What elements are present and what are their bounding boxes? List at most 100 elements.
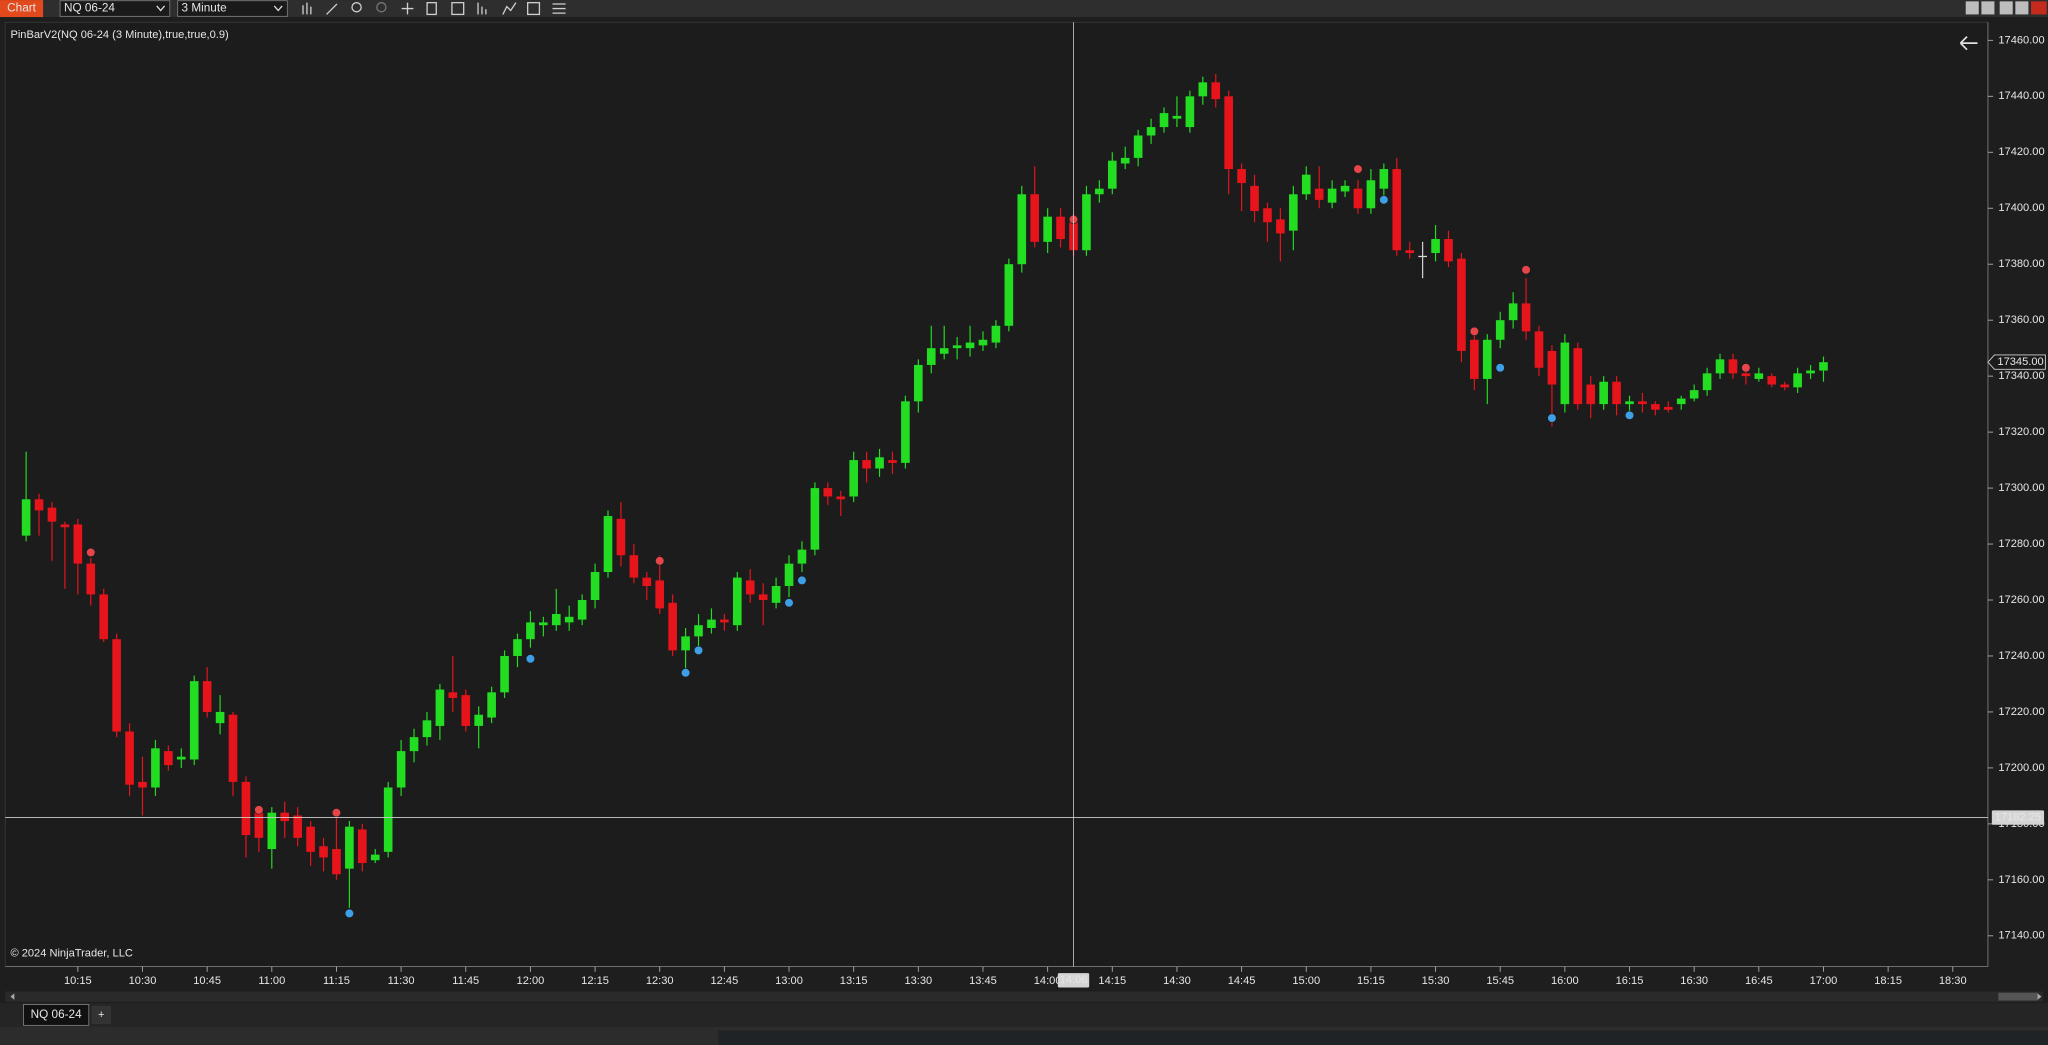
scroll-thumb[interactable] — [1998, 992, 2038, 1001]
window-controls[interactable] — [1965, 1, 2047, 15]
x-tick-label: 13:30 — [904, 975, 932, 987]
toolbar-icons[interactable] — [302, 2, 566, 16]
candle-body — [1120, 157, 1130, 164]
candle-body — [138, 781, 147, 788]
candle-body — [991, 325, 1001, 343]
candle-body — [164, 751, 173, 766]
candle-body — [1444, 239, 1453, 262]
candle-body — [112, 639, 121, 732]
candle-body — [409, 737, 419, 752]
y-tick-label: 17400.00 — [1998, 202, 2044, 214]
y-tick-label: 17320.00 — [1998, 426, 2044, 438]
x-tick-label: 18:15 — [1874, 975, 1902, 987]
x-tick-label: 16:00 — [1551, 975, 1579, 987]
signal-dot — [1495, 363, 1505, 373]
candle-body — [293, 815, 302, 838]
candle-body — [1418, 255, 1427, 258]
y-tick-label: 17280.00 — [1998, 538, 2044, 550]
properties-icon[interactable] — [451, 2, 465, 16]
data-box-icon[interactable] — [426, 2, 437, 16]
crosshair-price-label: 17182.25 — [1995, 812, 2041, 824]
candle-body — [1030, 194, 1040, 242]
menu-icon[interactable] — [552, 3, 566, 14]
signal-dot — [784, 598, 794, 608]
crosshair-time-label: 14:06 — [1060, 974, 1088, 986]
indicators-icon[interactable] — [477, 2, 487, 15]
chart-tab-label: Chart — [7, 2, 36, 15]
back-arrow[interactable] — [1959, 36, 1978, 51]
candle-body — [1664, 406, 1673, 410]
candle-body — [1276, 219, 1285, 234]
candle-body — [34, 499, 44, 511]
bars-icon[interactable] — [302, 2, 312, 15]
close-button[interactable] — [2031, 1, 2047, 15]
signal-dot — [525, 654, 536, 664]
candle-body — [1146, 127, 1156, 136]
candle-body — [1082, 194, 1091, 251]
x-tick-label: 11:45 — [452, 975, 479, 987]
zoom-in-icon[interactable] — [351, 2, 362, 13]
candle-body — [603, 516, 613, 573]
signal-dot — [1624, 410, 1635, 420]
candle-body — [1676, 398, 1686, 405]
x-tick-label: 15:00 — [1292, 975, 1320, 987]
candle-body — [862, 460, 871, 469]
chart-tab[interactable] — [0, 0, 44, 18]
x-tick-label: 11:30 — [388, 975, 415, 987]
candle-body — [978, 339, 988, 346]
candle-body — [939, 348, 949, 354]
window-button[interactable] — [1981, 1, 1995, 15]
candle-body — [526, 622, 535, 640]
zoom-out-icon[interactable] — [376, 2, 387, 13]
signal-dot — [254, 805, 264, 815]
x-tick-label: 11:00 — [258, 975, 285, 987]
candle-body — [422, 720, 432, 738]
y-tick-label: 17340.00 — [1998, 370, 2044, 382]
instrument-selector[interactable] — [59, 0, 171, 17]
x-tick-label: 17:00 — [1810, 975, 1838, 987]
draw-icon[interactable] — [326, 3, 338, 15]
indicator-label: PinBarV2(NQ 06-24 (3 Minute),true,true,0… — [10, 29, 228, 41]
candle-body — [1004, 264, 1014, 326]
x-tick-label: 16:15 — [1616, 975, 1644, 987]
candle-body — [1534, 331, 1544, 368]
templates-icon[interactable] — [527, 2, 541, 16]
candle-body — [202, 681, 212, 712]
crosshair-icon[interactable] — [401, 2, 414, 15]
add-tab-button[interactable] — [91, 1005, 112, 1025]
x-tick-label: 15:45 — [1486, 975, 1514, 987]
candle-body — [590, 572, 600, 601]
candle-body — [668, 602, 677, 651]
dropdown-arrow — [273, 5, 283, 12]
window-button[interactable] — [1965, 1, 1979, 15]
candle-body — [732, 577, 742, 626]
instrument-tab[interactable] — [23, 1004, 90, 1026]
x-tick-label: 14:45 — [1228, 975, 1256, 987]
maximize-button[interactable] — [2015, 1, 2029, 15]
candle-body — [1043, 216, 1052, 242]
candle-body — [758, 594, 768, 601]
x-tick-label: 18:30 — [1939, 975, 1967, 987]
candle-body — [1185, 96, 1195, 128]
x-tick-label: 12:45 — [710, 975, 738, 987]
last-price-box — [1987, 354, 2046, 370]
candle-body — [21, 499, 31, 536]
candle-body — [189, 681, 199, 760]
scroll-bar[interactable] — [5, 991, 2043, 1002]
candle-body — [1702, 373, 1712, 391]
x-tick-label: 10:45 — [193, 975, 221, 987]
candle-body — [1095, 188, 1104, 195]
candle-body — [1715, 359, 1725, 374]
candle-body — [1767, 376, 1777, 385]
candle-body — [745, 580, 755, 595]
candle-body — [1263, 208, 1272, 223]
candle-body — [280, 812, 290, 822]
candle-body — [474, 714, 484, 726]
candle-body — [254, 812, 264, 838]
candle-body — [1211, 82, 1221, 100]
minimize-button[interactable] — [1999, 1, 2013, 15]
candle-body — [1689, 390, 1699, 399]
strategies-icon[interactable] — [502, 2, 517, 15]
candle-body — [1289, 194, 1298, 231]
interval-selector[interactable] — [177, 0, 288, 17]
